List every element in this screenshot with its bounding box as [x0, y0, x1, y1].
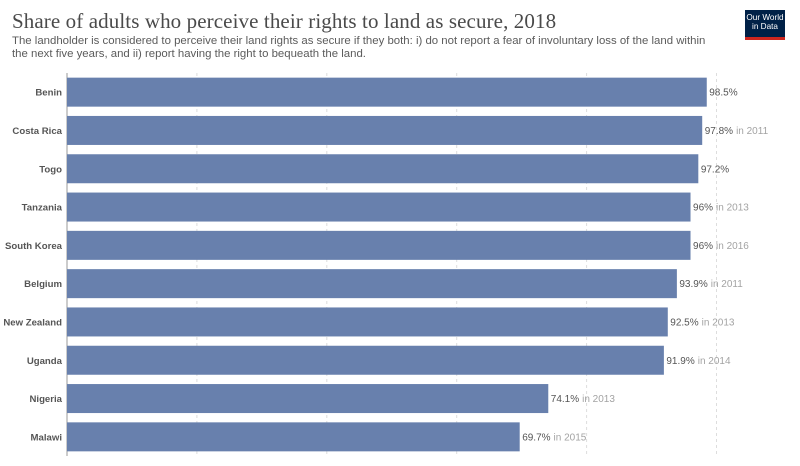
category-label-8: Nigeria — [29, 394, 62, 405]
bar-8[interactable] — [67, 384, 549, 414]
owid-logo[interactable]: Our World in Data — [745, 10, 785, 37]
bar-6[interactable] — [67, 307, 668, 337]
value-text-8: 74.1% — [551, 394, 579, 405]
bar-1[interactable] — [67, 115, 703, 145]
category-label-7: Uganda — [27, 356, 63, 367]
value-label-3: 96% in 2013 — [693, 203, 749, 214]
bar-3[interactable] — [67, 192, 691, 222]
bar-0[interactable] — [67, 77, 707, 107]
year-note-7: in 2014 — [698, 356, 731, 367]
chart-subtitle: The landholder is considered to perceive… — [12, 35, 706, 60]
year-note-9: in 2015 — [554, 432, 587, 443]
value-label-2: 97.2% — [701, 164, 729, 175]
value-label-0: 98.5% — [709, 88, 737, 99]
logo-accent-bar — [745, 37, 785, 40]
category-label-6: New Zealand — [3, 317, 62, 328]
bar-4[interactable] — [67, 230, 691, 260]
value-text-7: 91.9% — [666, 356, 694, 367]
year-note-3: in 2013 — [716, 203, 749, 214]
value-text-5: 93.9% — [679, 279, 707, 290]
bars — [67, 77, 707, 452]
value-text-4: 96% — [693, 241, 713, 252]
value-text-3: 96% — [693, 203, 713, 214]
year-note-8: in 2013 — [582, 394, 615, 405]
bar-7[interactable] — [67, 345, 664, 375]
value-label-4: 96% in 2016 — [693, 241, 749, 252]
chart-title: Share of adults who perceive their right… — [12, 9, 557, 33]
category-label-3: Tanzania — [22, 203, 63, 214]
value-label-6: 92.5% in 2013 — [670, 317, 735, 328]
bar-2[interactable] — [67, 154, 699, 184]
category-label-1: Costa Rica — [12, 126, 62, 137]
value-text-2: 97.2% — [701, 164, 729, 175]
value-text-1: 97.8% — [705, 126, 733, 137]
value-label-1: 97.8% in 2011 — [705, 126, 769, 137]
category-label-9: Malawi — [31, 432, 62, 443]
logo-line-1: Our World — [746, 13, 784, 22]
category-labels: Benin Costa Rica Togo Tanzania South Korea Be… — [3, 88, 62, 444]
value-label-8: 74.1% in 2013 — [551, 394, 616, 405]
value-text-9: 69.7% — [522, 432, 550, 443]
year-note-1: in 2011 — [736, 126, 769, 137]
year-note-5: in 2011 — [711, 279, 744, 290]
category-label-0: Benin — [35, 88, 62, 99]
bar-5[interactable] — [67, 269, 677, 299]
value-text-6: 92.5% — [670, 317, 698, 328]
value-label-7: 91.9% in 2014 — [666, 356, 731, 367]
bar-9[interactable] — [67, 422, 520, 452]
category-label-5: Belgium — [24, 279, 62, 290]
year-note-6: in 2013 — [702, 317, 735, 328]
value-text-0: 98.5% — [709, 88, 737, 99]
year-note-4: in 2016 — [716, 241, 749, 252]
value-label-9: 69.7% in 2015 — [522, 432, 587, 443]
logo-line-2: in Data — [752, 22, 778, 31]
value-label-5: 93.9% in 2011 — [679, 279, 743, 290]
category-label-2: Togo — [39, 164, 62, 175]
category-label-4: South Korea — [5, 241, 63, 252]
